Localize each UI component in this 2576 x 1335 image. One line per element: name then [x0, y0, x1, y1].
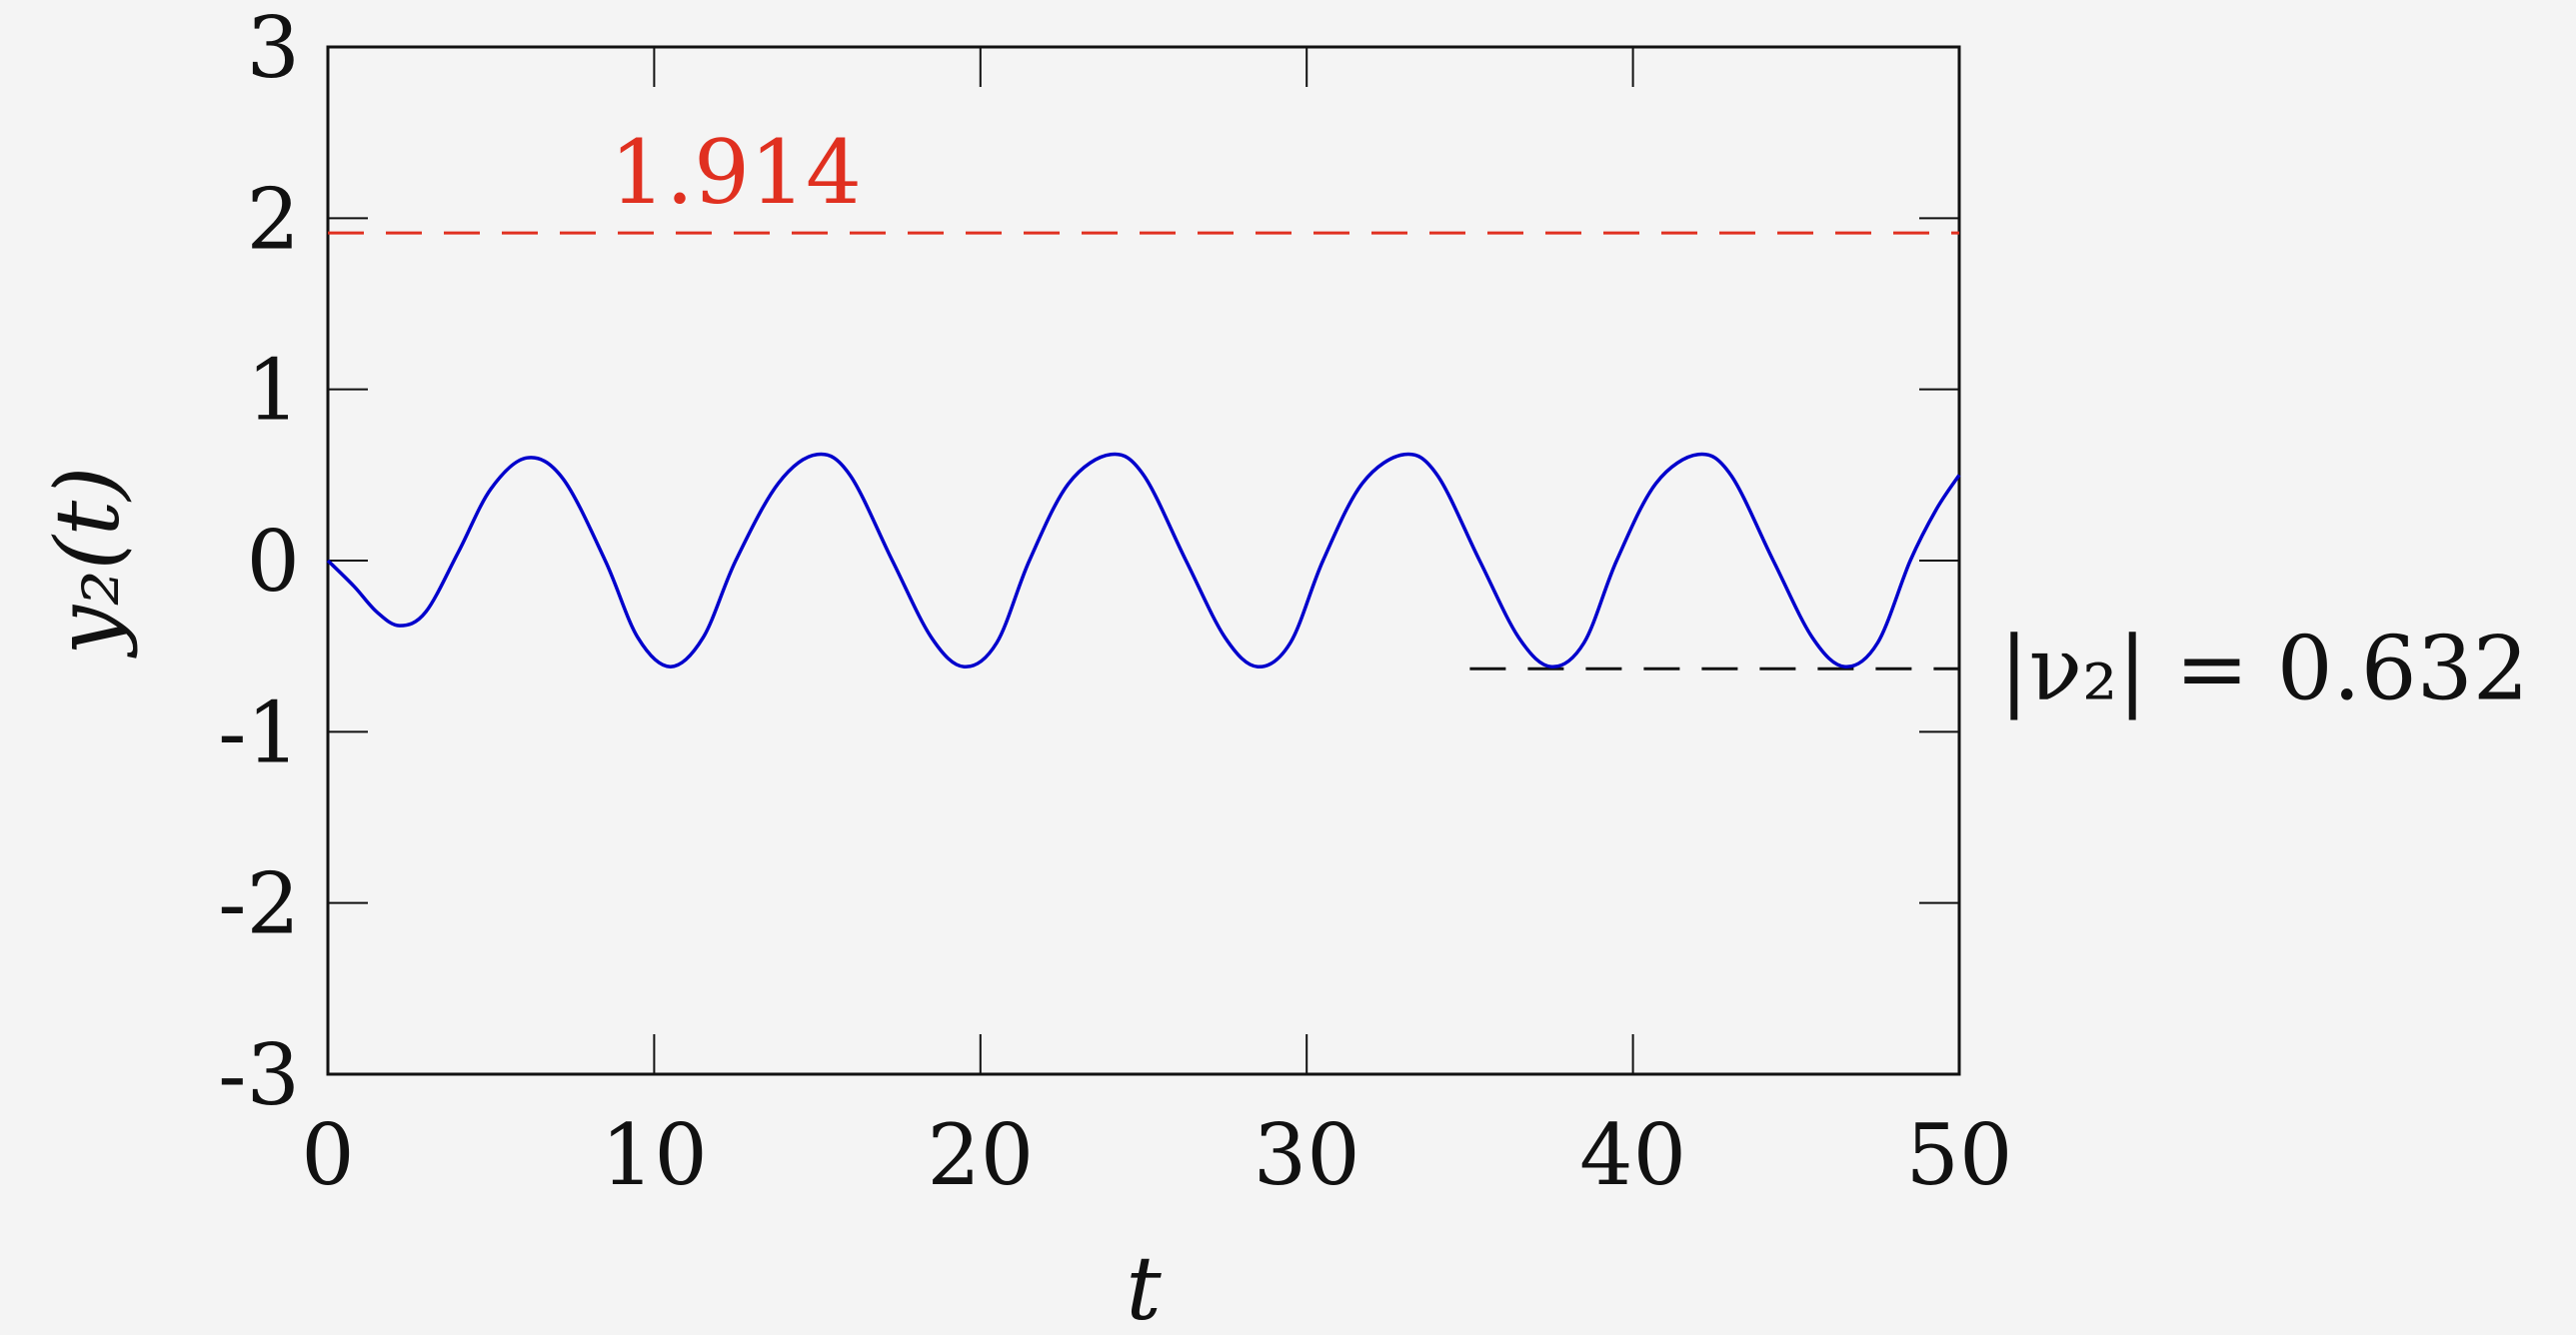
ticks: [327, 46, 1960, 1075]
y-axis-label: y₂(t): [36, 466, 139, 659]
y-tick-label: 0: [247, 513, 300, 611]
y-tick-label: -3: [218, 1026, 300, 1124]
y-tick-label: 1: [247, 342, 300, 440]
y-tick-label: 2: [247, 170, 300, 268]
plot-frame: [326, 45, 1961, 1076]
x-tick-label: 20: [927, 1106, 1034, 1204]
x-tick-label: 10: [601, 1106, 708, 1204]
series-line: [326, 452, 1961, 668]
lower-line-label: |ν₂| = 0.632: [1999, 617, 2529, 719]
x-tick-label: 30: [1254, 1106, 1360, 1204]
x-tick-label: 40: [1579, 1106, 1686, 1204]
x-tick-label: 0: [301, 1106, 354, 1204]
y-tick-label: -2: [218, 855, 300, 953]
y-tick-label: -1: [218, 683, 300, 781]
x-tick-label: 50: [1906, 1106, 2013, 1204]
upper-line-label: 1.914: [610, 121, 862, 224]
y-tick-label: 3: [247, 0, 300, 97]
x-axis-label: t: [1126, 1237, 1162, 1335]
